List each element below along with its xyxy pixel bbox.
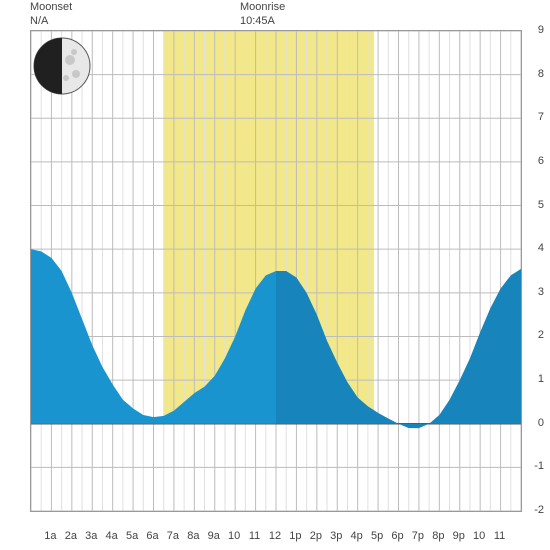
tide-chart-container: Moonset N/A Moonrise 10:45A -2-101234567…: [0, 0, 550, 550]
y-tick-label: 5: [538, 199, 544, 211]
x-tick-label: 6a: [146, 530, 158, 542]
x-tick-label: 1a: [44, 530, 56, 542]
x-tick-label: 10: [473, 530, 485, 542]
x-tick-label: 9a: [208, 530, 220, 542]
x-tick-label: 11: [249, 530, 260, 542]
y-tick-label: 7: [538, 111, 544, 123]
x-tick-label: 3p: [330, 530, 342, 542]
moonrise-label: Moonrise 10:45A: [240, 0, 285, 28]
y-tick-label: 8: [538, 68, 544, 80]
x-tick-label: 5a: [126, 530, 138, 542]
moonset-value: N/A: [30, 15, 48, 27]
y-tick-label: 1: [538, 373, 544, 385]
x-tick-label: 8p: [432, 530, 444, 542]
x-tick-label: 9p: [453, 530, 465, 542]
x-tick-label: 5p: [371, 530, 383, 542]
x-tick-label: 8a: [187, 530, 199, 542]
y-tick-label: 3: [538, 286, 544, 298]
x-tick-label: 6p: [391, 530, 403, 542]
x-tick-label: 3a: [85, 530, 97, 542]
y-tick-label: 6: [538, 155, 544, 167]
y-tick-label: -2: [534, 504, 544, 516]
y-tick-label: -1: [534, 460, 544, 472]
y-tick-label: 4: [538, 242, 544, 254]
x-tick-label: 12: [269, 530, 281, 542]
y-tick-label: 9: [538, 24, 544, 36]
moon-phase-icon: [32, 36, 92, 96]
moonset-label: Moonset N/A: [30, 0, 72, 28]
x-tick-label: 1p: [289, 530, 301, 542]
x-tick-label: 11: [494, 530, 505, 542]
x-tick-label: 10: [228, 530, 240, 542]
y-tick-label: 0: [538, 417, 544, 429]
x-tick-label: 4a: [106, 530, 118, 542]
header-labels: Moonset N/A Moonrise 10:45A: [0, 0, 550, 30]
moonrise-title: Moonrise: [240, 1, 285, 13]
x-tick-label: 4p: [351, 530, 363, 542]
y-tick-label: 2: [538, 329, 544, 341]
x-tick-label: 2a: [65, 530, 77, 542]
chart-svg: [31, 31, 521, 511]
x-tick-label: 7a: [167, 530, 179, 542]
moonset-title: Moonset: [30, 1, 72, 13]
moonrise-value: 10:45A: [240, 15, 275, 27]
chart-plot-area: [30, 30, 522, 512]
x-tick-label: 2p: [310, 530, 322, 542]
x-tick-label: 7p: [412, 530, 424, 542]
